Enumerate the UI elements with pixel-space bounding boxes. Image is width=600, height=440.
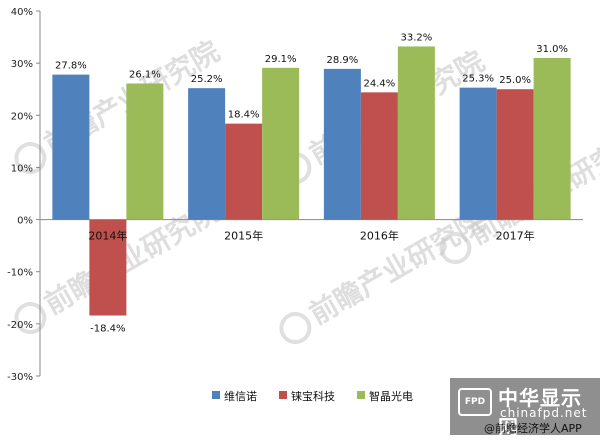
fpd-logo-icon: FPD [458,388,492,416]
source-badge: FPD 中华显示网 chinafpd.net @前瞻经济学人APP [450,378,600,439]
bar [533,57,571,220]
legend-item: 铼宝科技 [279,389,335,403]
data-label: 25.0% [499,75,531,86]
watermark-logo-icon [14,302,47,335]
legend-item: 维信诺 [212,390,257,403]
y-tick-label: 40% [11,7,33,18]
bar [323,68,361,220]
legend-label: 智晶光电 [369,389,413,403]
y-tick-label: 0% [17,216,33,227]
legend: 维信诺 铼宝科技 智晶光电 [212,389,413,403]
bars-layer [52,46,571,316]
data-labels-layer: 27.8% -18.4% 26.1% 25.2% 18.4% 29.1% 28.9% 24.4… [55,32,568,334]
y-tick-label: 20% [11,111,33,122]
bar [225,123,263,220]
x-category-label: 2016年 [360,229,399,243]
data-label: 28.9% [326,55,358,66]
watermark-logo-icon [14,142,47,175]
x-category-label: 2015年 [224,229,263,243]
bar [262,67,300,220]
legend-label: 铼宝科技 [291,389,335,403]
legend-swatch [212,391,220,399]
x-axis-categories: 2014年 2015年 2016年 2017年 [88,229,534,243]
x-category-label: 2017年 [496,229,535,243]
y-tick-label: 10% [11,163,33,174]
data-label: 29.1% [265,54,297,65]
bar [89,219,127,316]
legend-label: 维信诺 [224,390,257,403]
y-tick-label: 30% [11,59,33,70]
bar [188,88,226,220]
bar [459,87,497,220]
badge-site-name: 中华显示网 [498,386,582,439]
watermark: 前瞻产业研究院 [279,204,490,345]
data-label: 18.4% [228,110,260,121]
badge-app-label: @前瞻经济学人APP [484,422,582,435]
bar [126,83,164,220]
legend-swatch [357,391,365,399]
y-tick-label: -10% [7,268,33,279]
watermark-logo-icon [439,232,472,265]
legend-swatch [279,391,287,399]
data-label: 33.2% [400,32,432,43]
bar [496,89,534,220]
data-label: 27.8% [55,61,87,72]
x-category-label: 2014年 [88,229,127,243]
y-tick-label: -20% [7,320,33,331]
data-label: 31.0% [536,44,568,55]
data-label: 25.3% [462,74,494,85]
badge-site-url: chinafpd.net [500,406,588,420]
data-label: 25.2% [191,74,223,85]
legend-item: 智晶光电 [357,389,413,403]
bar [52,74,90,220]
y-tick-label: -30% [7,372,33,383]
bar [360,92,398,220]
watermark-text: 前瞻产业研究院 [304,204,490,331]
data-label: 24.4% [363,78,395,89]
y-axis: -30% -20% -10% 0% 10% 20% 30% 40% [7,7,583,383]
bar [397,46,435,220]
watermark-logo-icon [279,312,312,345]
data-label: -18.4% [90,324,125,335]
data-label: 26.1% [129,69,161,80]
